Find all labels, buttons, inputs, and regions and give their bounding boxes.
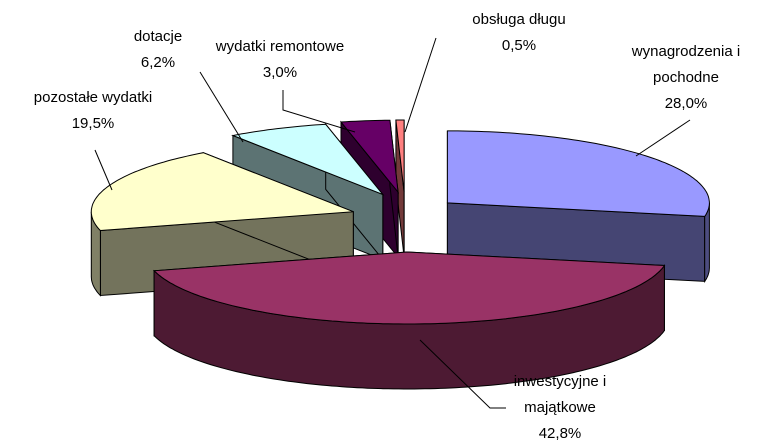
leader-line [635,119,691,157]
data-label: inwestycyjne i majątkowe 42,8% [490,369,630,441]
slice [152,251,666,325]
value-label: 3,0% [262,64,298,81]
slice [90,152,354,232]
value-label: 6,2% [140,54,176,71]
leader-line [199,71,244,143]
slice [395,119,405,193]
value-label: 0,5% [501,37,537,54]
data-label: wydatki remontowe 3,0% [216,34,344,86]
leader-line [419,339,506,409]
category-label: inwestycyjne i majątkowe [513,373,607,416]
leader-line [404,37,437,133]
data-label: obsługa długu 0,5% [472,7,565,59]
category-label: obsługa długu [472,11,566,28]
data-label: wynagrodzenia i pochodne 28,0% [616,39,756,117]
value-label: 42,8% [538,425,582,441]
data-label: pozostałe wydatki 19,5% [34,85,152,137]
slice [339,119,399,194]
slice [446,130,710,217]
leader-line [282,90,356,133]
category-label: wynagrodzenia i pochodne [631,43,741,86]
category-label: dotacje [133,28,183,45]
value-label: 19,5% [71,115,115,132]
category-label: pozostałe wydatki [33,89,153,106]
slice [231,123,385,196]
leader-line [94,149,113,191]
value-label: 28,0% [664,95,708,112]
data-label: dotacje 6,2% [134,24,182,76]
category-label: wydatki remontowe [215,38,345,55]
